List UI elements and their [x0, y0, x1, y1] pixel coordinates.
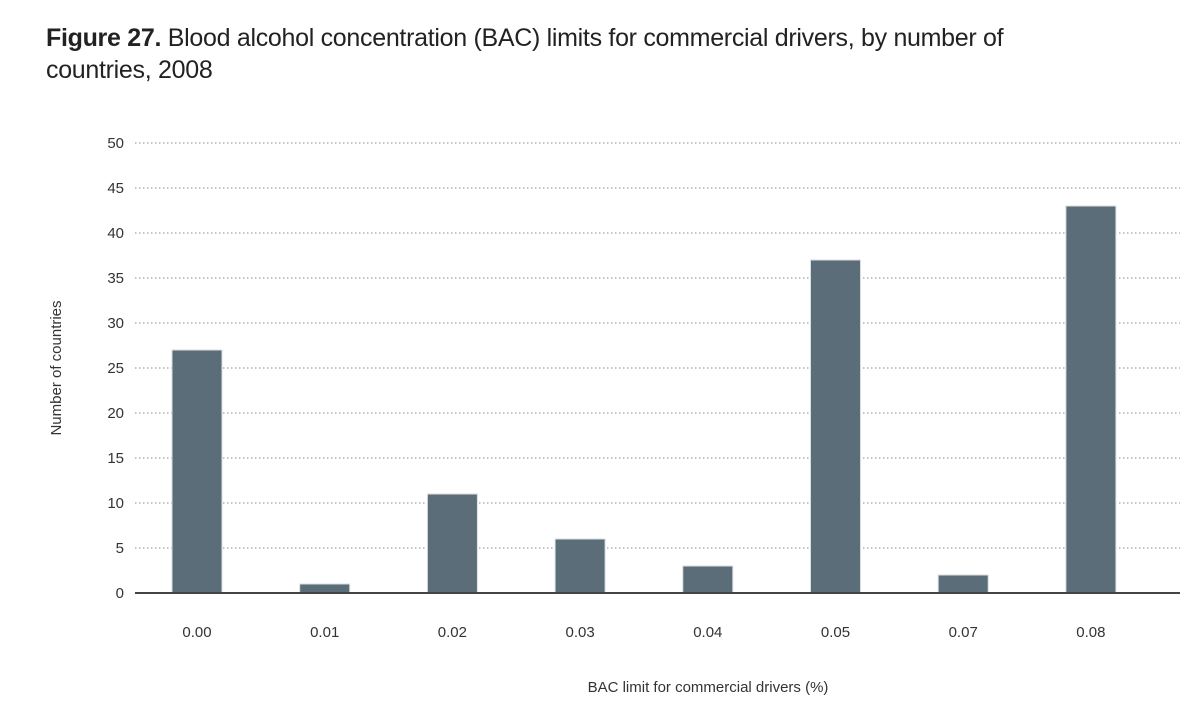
x-tick-label: 0.03 — [565, 624, 594, 641]
y-tick-label: 40 — [107, 225, 124, 242]
x-axis-label: BAC limit for commercial drivers (%) — [588, 679, 829, 696]
y-tick-label: 20 — [107, 405, 124, 422]
x-tick-label: 0.07 — [949, 624, 978, 641]
bar — [426, 493, 478, 594]
y-tick-label: 10 — [107, 495, 124, 512]
x-tick-label: 0.01 — [310, 624, 339, 641]
x-tick-label: 0.04 — [693, 624, 722, 641]
x-axis-ticks: 0.00 0.01 0.02 0.03 0.04 0.05 0.07 0.08 — [182, 624, 1105, 641]
y-tick-label: 15 — [107, 450, 124, 467]
bar — [554, 538, 606, 594]
bar — [810, 259, 861, 594]
y-tick-label: 25 — [107, 360, 124, 377]
y-tick-label: 5 — [116, 540, 124, 557]
bar — [299, 583, 351, 594]
x-tick-label: 0.00 — [182, 624, 211, 641]
bars — [171, 205, 1117, 594]
x-tick-label: 0.02 — [438, 624, 467, 641]
figure-number: Figure 27. — [46, 24, 162, 52]
x-tick-label: 0.08 — [1076, 624, 1105, 641]
x-tick-label: 0.05 — [821, 624, 850, 641]
y-tick-label: 0 — [116, 585, 124, 602]
title-line-1: Figure 27. Blood alcohol concentration (… — [46, 22, 1180, 54]
title-text-line-1: Blood alcohol concentration (BAC) limits… — [167, 24, 1004, 52]
bar — [1065, 205, 1117, 594]
y-tick-label: 30 — [107, 315, 124, 332]
title-text-line-2: countries, 2008 — [46, 56, 213, 84]
y-tick-label: 50 — [107, 135, 124, 152]
bar — [937, 574, 989, 594]
bar — [171, 349, 223, 594]
bar — [682, 565, 734, 594]
y-axis-ticks: 0 5 10 15 20 25 30 35 40 45 50 — [107, 135, 124, 602]
y-axis-label: Number of countries — [48, 300, 65, 435]
y-tick-label: 45 — [107, 180, 124, 197]
chart-title: Figure 27. Blood alcohol concentration (… — [46, 22, 1180, 86]
gridlines — [135, 142, 1180, 549]
y-tick-label: 35 — [107, 270, 124, 287]
